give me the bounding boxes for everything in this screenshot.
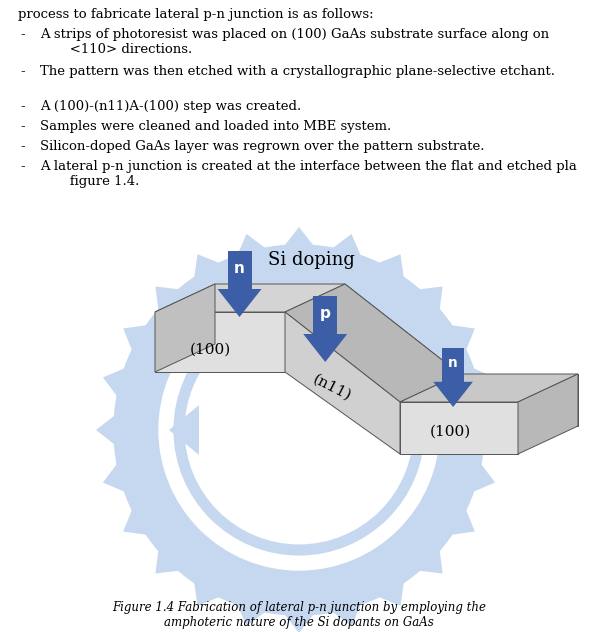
Text: -: - bbox=[20, 160, 25, 173]
Polygon shape bbox=[399, 405, 429, 455]
Polygon shape bbox=[474, 464, 495, 492]
Text: (100): (100) bbox=[190, 343, 231, 357]
Polygon shape bbox=[483, 415, 502, 444]
Text: n: n bbox=[448, 356, 458, 370]
Text: -: - bbox=[20, 140, 25, 153]
Text: A lateral p-n junction is created at the interface between the flat and etched p: A lateral p-n junction is created at the… bbox=[40, 160, 577, 188]
Text: p: p bbox=[320, 306, 331, 320]
Polygon shape bbox=[451, 325, 475, 350]
Polygon shape bbox=[285, 284, 460, 402]
Polygon shape bbox=[123, 325, 147, 350]
Bar bbox=[244, 295, 334, 313]
Polygon shape bbox=[451, 509, 475, 535]
Text: -: - bbox=[20, 28, 25, 41]
Polygon shape bbox=[443, 348, 464, 382]
Text: process to fabricate lateral p-n junction is as follows:: process to fabricate lateral p-n junctio… bbox=[18, 8, 374, 21]
Circle shape bbox=[114, 245, 484, 615]
Bar bbox=[309, 295, 399, 313]
Text: (100): (100) bbox=[429, 425, 471, 439]
Polygon shape bbox=[155, 286, 179, 310]
Polygon shape bbox=[155, 550, 179, 574]
Polygon shape bbox=[460, 374, 578, 426]
Text: The pattern was then etched with a crystallographic plane-selective etchant.: The pattern was then etched with a cryst… bbox=[40, 65, 555, 78]
Polygon shape bbox=[123, 509, 147, 535]
Polygon shape bbox=[237, 234, 266, 255]
Polygon shape bbox=[103, 368, 124, 396]
Polygon shape bbox=[96, 415, 115, 444]
Text: -: - bbox=[20, 100, 25, 113]
Polygon shape bbox=[332, 604, 361, 626]
Polygon shape bbox=[194, 583, 219, 606]
Polygon shape bbox=[474, 368, 495, 396]
Polygon shape bbox=[169, 405, 199, 455]
Text: -: - bbox=[20, 120, 25, 133]
Polygon shape bbox=[218, 289, 261, 317]
Polygon shape bbox=[400, 402, 518, 454]
Text: A (100)-(n11)A-(100) step was created.: A (100)-(n11)A-(100) step was created. bbox=[40, 100, 301, 113]
Polygon shape bbox=[155, 284, 215, 372]
Polygon shape bbox=[285, 614, 313, 632]
Polygon shape bbox=[303, 334, 347, 362]
Polygon shape bbox=[227, 251, 252, 289]
Polygon shape bbox=[379, 583, 404, 606]
Polygon shape bbox=[345, 284, 460, 426]
Text: Silicon-doped GaAs layer was regrown over the pattern substrate.: Silicon-doped GaAs layer was regrown ove… bbox=[40, 140, 484, 153]
Text: n: n bbox=[234, 260, 245, 276]
Text: -: - bbox=[20, 65, 25, 78]
Circle shape bbox=[159, 290, 439, 570]
Polygon shape bbox=[103, 464, 124, 492]
Polygon shape bbox=[518, 374, 578, 454]
Polygon shape bbox=[155, 284, 345, 312]
Text: Figure 1.4 Fabrication of lateral p-n junction by employing the
amphoteric natur: Figure 1.4 Fabrication of lateral p-n ju… bbox=[112, 601, 486, 629]
Text: A strips of photoresist was placed on (100) GaAs substrate surface along on
    : A strips of photoresist was placed on (1… bbox=[40, 28, 549, 56]
Polygon shape bbox=[155, 312, 285, 372]
Polygon shape bbox=[400, 374, 578, 402]
Polygon shape bbox=[155, 344, 345, 372]
Polygon shape bbox=[419, 286, 443, 310]
Polygon shape bbox=[194, 254, 219, 277]
Polygon shape bbox=[332, 234, 361, 255]
Polygon shape bbox=[434, 382, 473, 407]
Polygon shape bbox=[419, 550, 443, 574]
Polygon shape bbox=[215, 284, 345, 344]
Text: Samples were cleaned and loaded into MBE system.: Samples were cleaned and loaded into MBE… bbox=[40, 120, 391, 133]
Polygon shape bbox=[285, 227, 313, 246]
Text: (n11): (n11) bbox=[311, 372, 354, 404]
Text: Si doping: Si doping bbox=[267, 251, 355, 269]
Polygon shape bbox=[313, 296, 337, 334]
Polygon shape bbox=[379, 254, 404, 277]
Polygon shape bbox=[285, 312, 400, 454]
Polygon shape bbox=[237, 604, 266, 626]
